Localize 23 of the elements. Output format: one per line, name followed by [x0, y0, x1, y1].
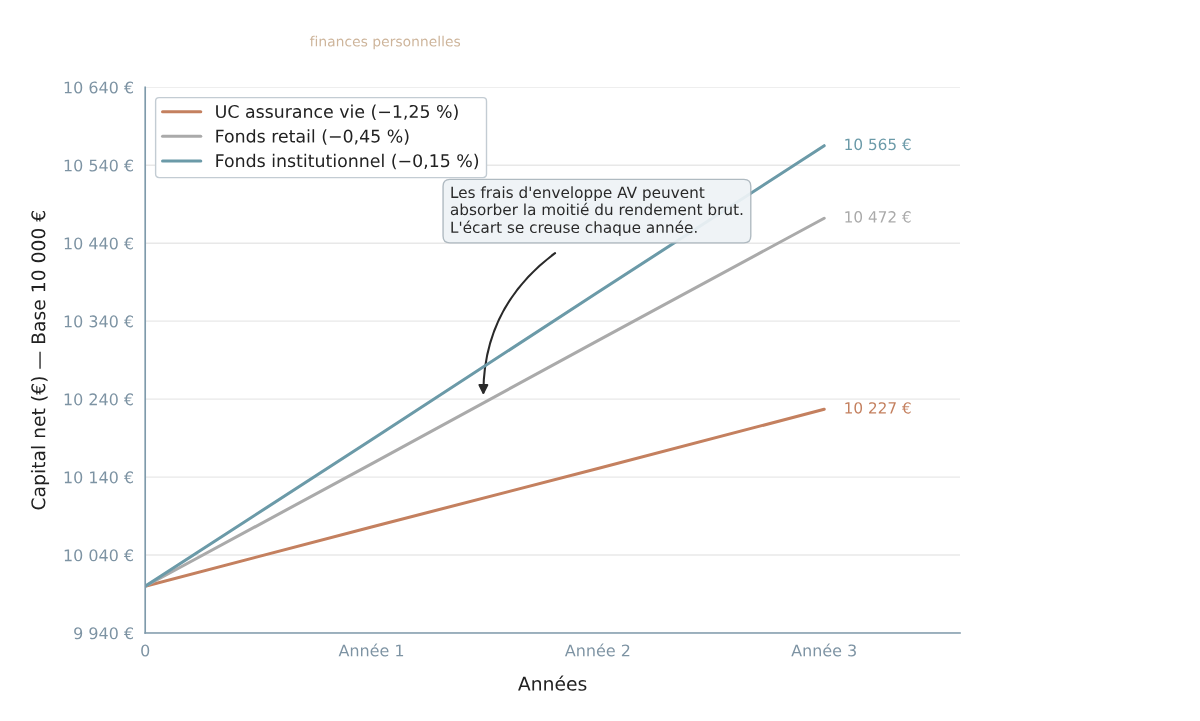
y-tick-label: 9 940 €: [74, 627, 134, 640]
y-tick-label: 10 440 €: [64, 237, 134, 250]
text: finances personnelles: [309, 35, 461, 50]
line-series: [145, 407, 826, 588]
legend-label: Fonds institutionnel (−0,15 %): [216, 153, 479, 170]
x-tick-label: Année 3: [791, 643, 856, 657]
data-label: 10 565 €: [845, 138, 911, 151]
data-label: 10 472 €: [845, 211, 911, 223]
y-tick-label: 10 140 €: [64, 471, 134, 484]
legend-label: UC assurance vie (−1,25 %): [216, 104, 458, 121]
y-tick-label: 10 240 €: [64, 393, 134, 406]
y-axis-title: Capital net (€) — Base 10 000 €: [30, 210, 50, 510]
x-tick-label: 0: [141, 644, 150, 657]
y-tick-label: 10 540 €: [64, 159, 134, 172]
y-tick-label: 10 340 €: [64, 315, 134, 328]
annotation: Les frais d'enveloppe AV peuvent absorber la moitié du rendement brut. L'écart se creuse chaque année.: [450, 186, 743, 236]
x-tick-label: Année 1: [338, 643, 404, 657]
y-tick-label: 10 640 €: [64, 81, 134, 94]
data-label: 10 227 €: [845, 402, 911, 414]
y-tick-label: 10 040 €: [64, 549, 134, 562]
x-axis-title: Années: [518, 675, 587, 691]
legend-label: Fonds retail (−0,45 %): [216, 129, 409, 145]
x-tick-label: Année 2: [564, 643, 630, 657]
